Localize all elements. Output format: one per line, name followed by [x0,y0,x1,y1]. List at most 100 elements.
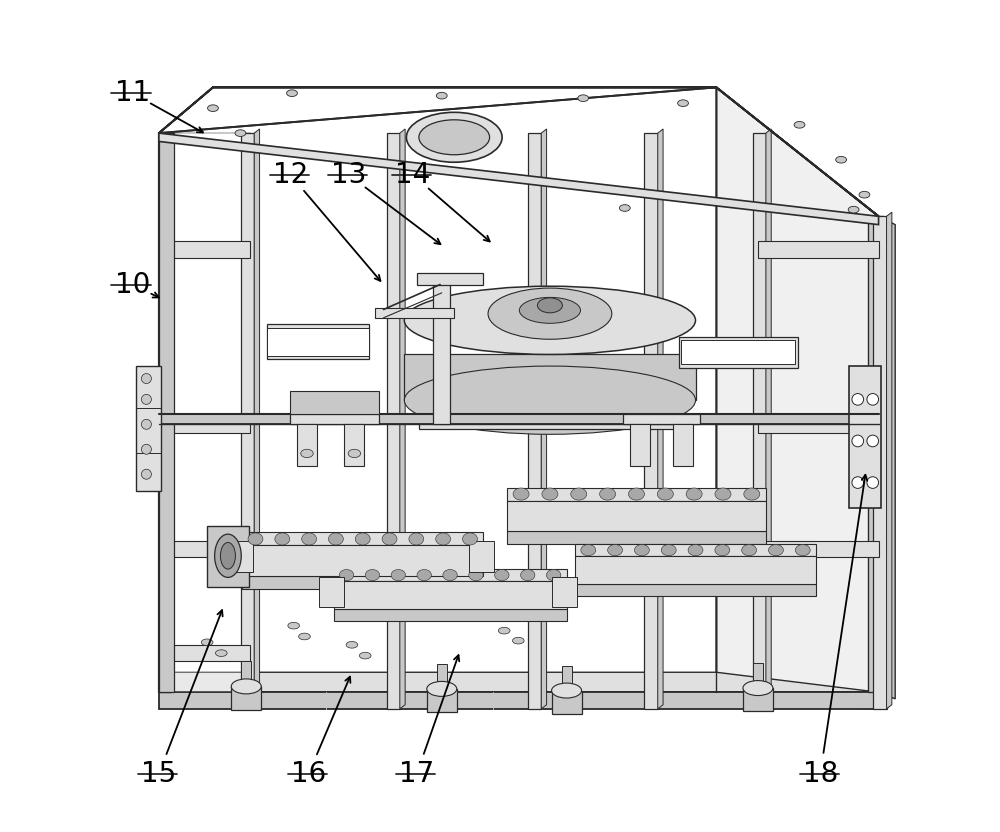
Ellipse shape [301,449,313,458]
Ellipse shape [521,569,535,581]
Ellipse shape [628,488,644,500]
Ellipse shape [848,206,859,213]
Polygon shape [528,133,541,709]
Polygon shape [630,424,650,466]
Ellipse shape [231,679,261,694]
Ellipse shape [513,488,529,500]
Polygon shape [375,308,454,318]
Polygon shape [758,241,879,258]
Polygon shape [552,577,577,607]
Polygon shape [887,212,892,709]
Polygon shape [673,424,693,466]
Ellipse shape [537,298,562,313]
Polygon shape [417,273,483,285]
Polygon shape [334,581,567,609]
Polygon shape [242,532,483,546]
Polygon shape [228,541,253,572]
Polygon shape [319,577,344,607]
Ellipse shape [657,488,673,500]
Text: 18: 18 [803,760,838,788]
Ellipse shape [836,156,847,163]
Ellipse shape [794,121,805,128]
Circle shape [867,477,879,488]
Ellipse shape [419,120,490,155]
Circle shape [141,469,151,479]
Ellipse shape [409,533,424,545]
Ellipse shape [201,639,213,646]
Polygon shape [433,283,450,424]
Ellipse shape [365,569,380,581]
Polygon shape [159,692,879,709]
Ellipse shape [220,542,235,569]
Polygon shape [159,241,250,258]
Ellipse shape [406,112,502,162]
Polygon shape [427,689,457,712]
Ellipse shape [427,681,457,696]
Ellipse shape [436,92,447,99]
Polygon shape [562,666,572,691]
Polygon shape [334,609,567,621]
Ellipse shape [742,544,757,556]
Ellipse shape [688,544,703,556]
Polygon shape [159,133,174,692]
Ellipse shape [744,488,760,500]
Ellipse shape [404,366,696,434]
Polygon shape [679,337,798,368]
Ellipse shape [328,533,343,545]
Polygon shape [297,424,317,466]
Polygon shape [242,546,483,576]
Circle shape [852,477,864,488]
Polygon shape [159,541,250,557]
Ellipse shape [355,533,370,545]
Text: 10: 10 [115,270,150,299]
Circle shape [141,374,151,384]
Polygon shape [159,416,250,433]
Ellipse shape [768,544,783,556]
Polygon shape [159,133,250,692]
Ellipse shape [436,533,451,545]
Polygon shape [758,416,879,433]
Ellipse shape [661,544,676,556]
Ellipse shape [634,544,649,556]
Ellipse shape [443,569,457,581]
Ellipse shape [519,297,580,324]
Text: 17: 17 [399,760,434,788]
Polygon shape [344,424,364,466]
Polygon shape [241,133,254,692]
Polygon shape [681,340,795,364]
Ellipse shape [552,683,582,698]
Ellipse shape [382,533,397,545]
Circle shape [852,394,864,405]
Polygon shape [254,129,260,692]
Polygon shape [849,366,881,508]
Polygon shape [242,576,483,589]
Polygon shape [879,216,895,699]
Polygon shape [159,87,716,692]
Ellipse shape [619,205,630,211]
Polygon shape [334,569,567,581]
Polygon shape [507,531,766,544]
Polygon shape [437,664,447,689]
Polygon shape [575,556,816,584]
Ellipse shape [542,488,558,500]
Polygon shape [575,544,816,556]
Ellipse shape [275,533,290,545]
Polygon shape [766,129,771,709]
Polygon shape [267,328,369,356]
Ellipse shape [339,569,354,581]
Ellipse shape [571,488,587,500]
Polygon shape [716,87,879,692]
Polygon shape [159,133,171,692]
Ellipse shape [715,488,731,500]
Ellipse shape [463,533,477,545]
Ellipse shape [288,622,299,629]
Polygon shape [507,501,766,531]
Ellipse shape [488,288,612,339]
Text: 14: 14 [395,161,430,189]
Polygon shape [743,688,773,711]
Polygon shape [623,414,700,424]
Polygon shape [267,324,369,359]
Ellipse shape [299,633,310,640]
Polygon shape [541,129,547,709]
Text: 11: 11 [115,79,150,107]
